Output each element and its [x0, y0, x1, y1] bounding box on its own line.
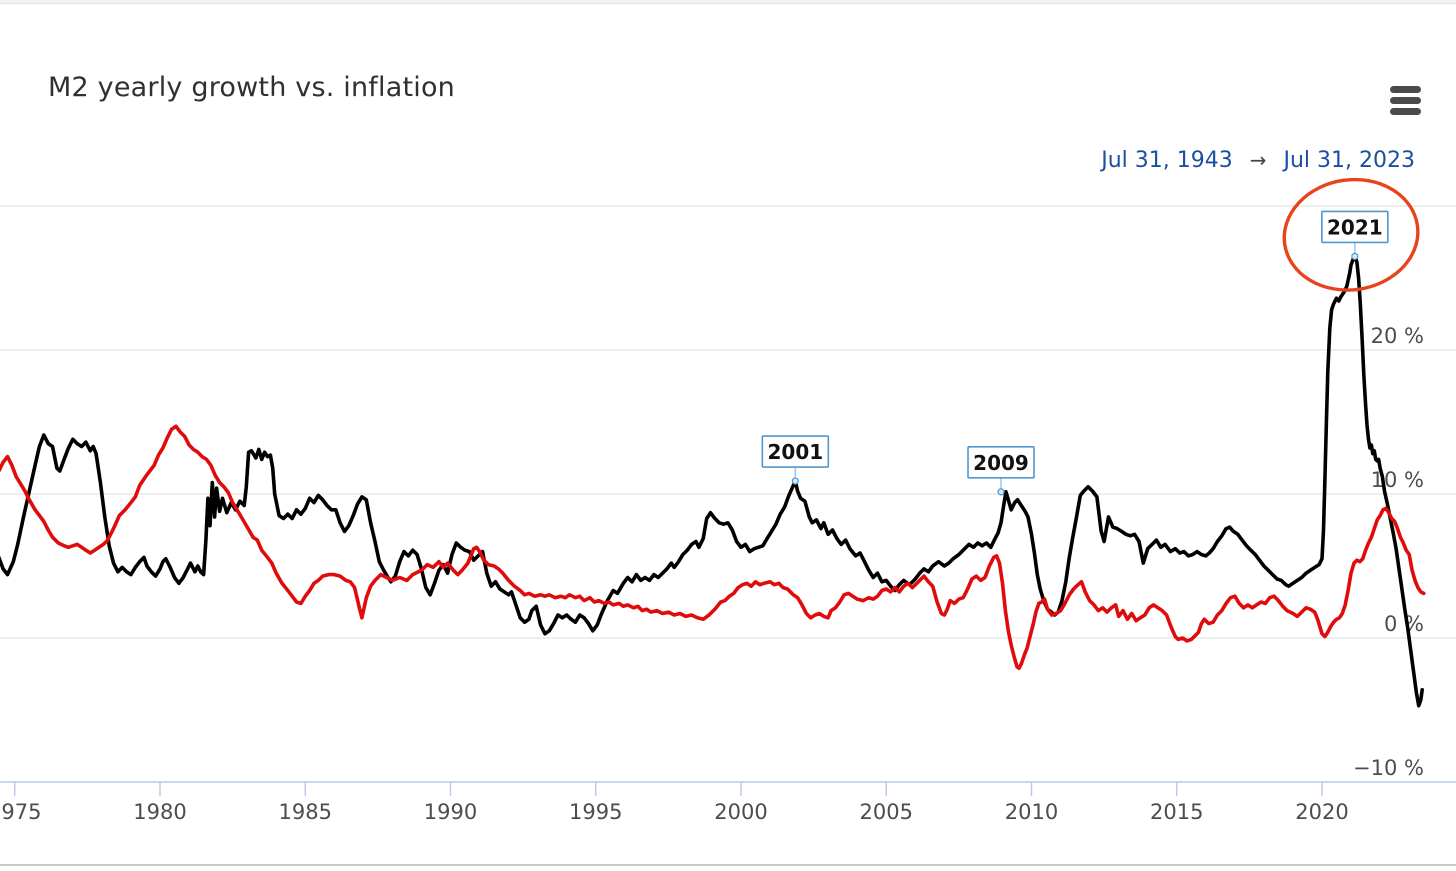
hamburger-menu-button[interactable]: [1390, 86, 1421, 115]
x-axis-label: 1990: [424, 800, 477, 824]
x-axis-label: 2015: [1150, 800, 1203, 824]
hamburger-icon: [1390, 108, 1421, 115]
annotation-label-2009: 2009: [973, 451, 1029, 475]
annotation-anchor-dot: [997, 488, 1005, 496]
annotation-anchor-dot: [791, 477, 799, 485]
arrow-right-icon: →: [1249, 148, 1267, 172]
y-axis-label: 0 %: [1384, 612, 1424, 636]
annotation-box-2009: [967, 446, 1035, 479]
top-border: [0, 0, 1456, 4]
x-axis-label: 2020: [1295, 800, 1348, 824]
x-axis-label: 2005: [860, 800, 913, 824]
x-axis-label: 2010: [1005, 800, 1058, 824]
date-range-end[interactable]: Jul 31, 2023: [1283, 148, 1415, 173]
series-m2-growth-line: [0, 253, 1424, 708]
bottom-border: [0, 864, 1456, 866]
chart-title: M2 yearly growth vs. inflation: [48, 72, 455, 103]
date-range-start[interactable]: Jul 31, 1943: [1101, 148, 1233, 173]
x-axis-label: 2000: [714, 800, 767, 824]
annotation-anchor-dot: [1351, 252, 1359, 260]
y-axis-label: −10 %: [1353, 756, 1424, 780]
hamburger-icon: [1390, 97, 1421, 104]
date-range: Jul 31, 1943 → Jul 31, 2023: [1101, 148, 1415, 173]
annotation-label-2021: 2021: [1327, 215, 1383, 239]
x-axis-label: 1985: [279, 800, 332, 824]
x-axis-label: 1995: [569, 800, 622, 824]
x-axis-label: 1975: [0, 800, 41, 824]
y-axis-label: 20 %: [1371, 324, 1424, 348]
series-inflation-line: [0, 424, 1426, 670]
annotation-box-2001: [761, 435, 830, 468]
annotation-label-2001: 2001: [767, 440, 823, 464]
highlight-ellipse-2021: [1282, 177, 1420, 292]
hamburger-icon: [1390, 86, 1421, 93]
annotation-box-2021: [1321, 210, 1389, 244]
y-axis-label: 10 %: [1371, 468, 1424, 492]
x-axis-label: 1980: [133, 800, 186, 824]
